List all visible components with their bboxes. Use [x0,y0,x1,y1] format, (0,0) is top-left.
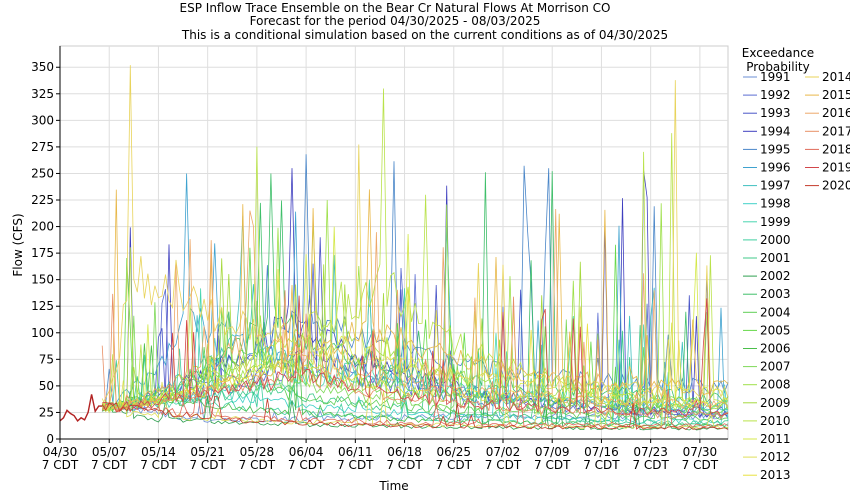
x-tick-label: 05/07 [92,445,127,459]
legend-label-2001: 2001 [760,251,791,265]
legend-label-1993: 1993 [760,106,791,120]
series-lines [59,65,729,431]
chart-subtitle-condition: This is a conditional simulation based o… [181,28,668,42]
legend-label-2005: 2005 [760,323,791,337]
legend-label-2011: 2011 [760,432,791,446]
y-tick-label: 75 [39,352,54,366]
x-tick-label: 7 CDT [189,458,226,472]
series-line-2010 [101,88,729,412]
legend-label-2009: 2009 [760,396,791,410]
x-tick-label: 07/09 [535,445,570,459]
series-line-2018 [101,384,729,429]
x-tick-label: 7 CDT [288,458,325,472]
legend-label-2018: 2018 [822,142,850,156]
series-line-2009 [101,258,729,412]
legend-label-2013: 2013 [760,468,791,482]
legend-label-2014: 2014 [822,70,850,84]
legend-label-1998: 1998 [760,197,791,211]
series-line-2019 [102,295,729,417]
x-tick-label: 7 CDT [42,458,79,472]
legend-label-1992: 1992 [760,88,791,102]
x-tick-label: 05/21 [190,445,225,459]
y-tick-label: 350 [31,60,54,74]
observed-line [59,394,103,422]
legend-label-2016: 2016 [822,106,850,120]
legend-label-2020: 2020 [822,179,850,193]
legend-label-2004: 2004 [760,305,791,319]
legend-label-2008: 2008 [760,378,791,392]
x-tick-label: 06/11 [338,445,373,459]
x-tick-label: 7 CDT [632,458,669,472]
y-tick-label: 25 [39,405,54,419]
x-tick-label: 05/14 [141,445,176,459]
x-tick-label: 07/30 [683,445,718,459]
y-tick-label: 100 [31,326,54,340]
series-line-2012 [101,380,729,430]
y-tick-label: 0 [46,432,54,446]
y-tick-label: 200 [31,220,54,234]
x-tick-label: 7 CDT [534,458,571,472]
legend-label-1994: 1994 [760,124,791,138]
x-tick-label: 7 CDT [485,458,522,472]
legend-label-2012: 2012 [760,450,791,464]
y-tick-label: 50 [39,379,54,393]
chart-subtitle-period: Forecast for the period 04/30/2025 - 08/… [250,14,541,28]
legend-label-2019: 2019 [822,161,850,175]
x-tick-label: 7 CDT [91,458,128,472]
y-tick-label: 325 [31,87,54,101]
x-tick-label: 05/28 [240,445,275,459]
y-tick-label: 175 [31,246,54,260]
y-tick-label: 250 [31,166,54,180]
legend-label-2007: 2007 [760,360,791,374]
legend-title-line2: Probability [746,60,809,74]
legend-label-1995: 1995 [760,142,791,156]
x-tick-label: 06/25 [436,445,471,459]
legend-label-1991: 1991 [760,70,791,84]
axes: 0 25 50 75 100 125 150 175 200 225 250 275 300 325 350… [31,46,728,472]
y-tick-label: 300 [31,113,54,127]
y-axis-label: Flow (CFS) [11,213,25,276]
series-line-2001 [101,322,729,425]
x-tick-label: 06/18 [387,445,422,459]
legend-title-line1: Exceedance [742,46,814,60]
legend-label-2003: 2003 [760,287,791,301]
x-tick-label: 7 CDT [583,458,620,472]
x-tick-label: 7 CDT [436,458,473,472]
x-tick-label: 07/02 [486,445,521,459]
legend-label-2000: 2000 [760,233,791,247]
series-line-2017 [101,290,729,420]
legend-label-1997: 1997 [760,179,791,193]
legend: Exceedance Probability 1991 1992 1993 1994 1… [742,46,850,482]
legend-label-2017: 2017 [822,124,850,138]
x-tick-label: 04/30 [43,445,78,459]
x-tick-label: 07/16 [584,445,619,459]
y-tick-label: 225 [31,193,54,207]
x-tick-label: 7 CDT [239,458,276,472]
series-line-2005 [101,244,729,414]
x-tick-label: 7 CDT [386,458,423,472]
series-line-2006 [102,343,729,429]
legend-label-1999: 1999 [760,215,791,229]
legend-label-2006: 2006 [760,342,791,356]
series-line-2016 [102,208,729,411]
legend-label-2010: 2010 [760,414,791,428]
x-tick-label: 7 CDT [682,458,719,472]
y-tick-label: 150 [31,273,54,287]
series-line-2011 [102,226,729,411]
legend-label-2015: 2015 [822,88,850,102]
legend-label-1996: 1996 [760,161,791,175]
x-tick-label: 7 CDT [337,458,374,472]
series-line-1993 [102,237,729,414]
x-tick-label: 07/23 [633,445,668,459]
x-axis-label: Time [378,479,408,493]
series-line-2020 [101,396,729,430]
y-tick-label: 125 [31,299,54,313]
chart-title: ESP Inflow Trace Ensemble on the Bear Cr… [180,1,611,15]
y-tick-label: 275 [31,140,54,154]
legend-label-2002: 2002 [760,269,791,283]
x-tick-label: 7 CDT [140,458,177,472]
x-tick-label: 06/04 [289,445,324,459]
